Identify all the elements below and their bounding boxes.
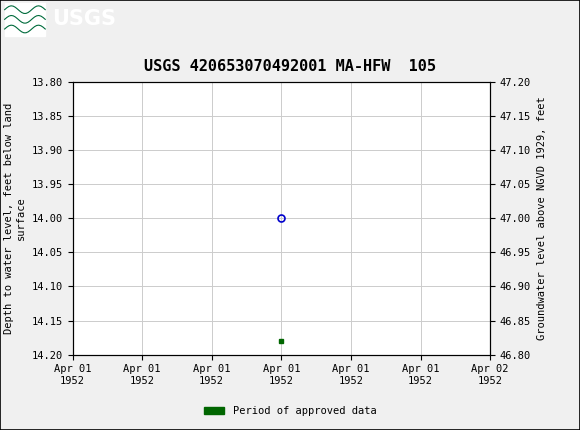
Y-axis label: Groundwater level above NGVD 1929, feet: Groundwater level above NGVD 1929, feet	[536, 96, 546, 340]
Text: USGS 420653070492001 MA-HFW  105: USGS 420653070492001 MA-HFW 105	[144, 59, 436, 74]
Text: USGS: USGS	[52, 9, 116, 29]
Legend: Period of approved data: Period of approved data	[200, 402, 380, 421]
Bar	[5, 3, 45, 36]
Y-axis label: Depth to water level, feet below land
surface: Depth to water level, feet below land su…	[5, 103, 26, 334]
